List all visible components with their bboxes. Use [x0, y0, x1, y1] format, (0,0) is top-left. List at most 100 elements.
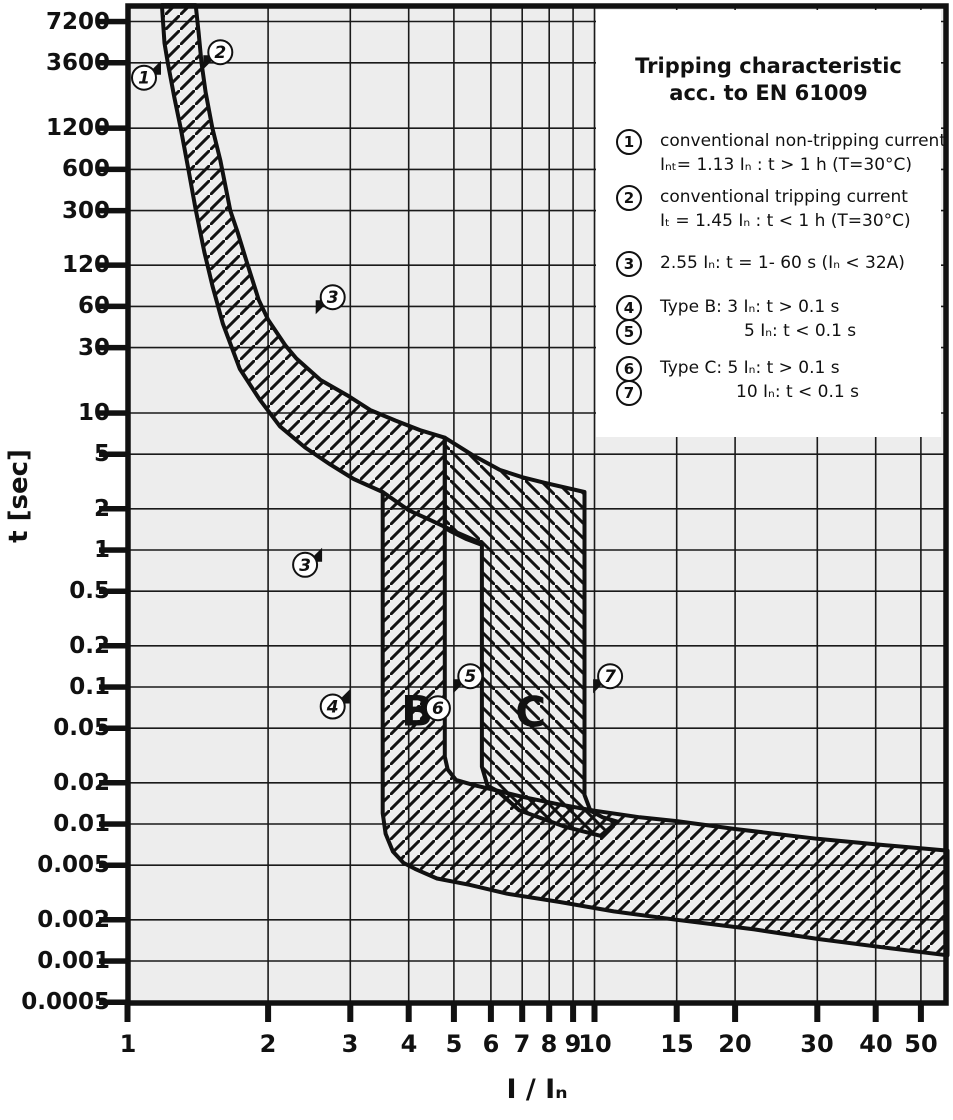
y-axis-tick: [99, 643, 128, 649]
legend-item-4: 4 Type B: 3 Iₙ: t > 0.1 s: [596, 295, 941, 321]
x-axis-tick: [265, 1003, 272, 1022]
y-tick-label-0.2: 0.2: [69, 633, 110, 659]
y-tick-label-30: 30: [77, 335, 110, 361]
region-label-C: C: [515, 688, 546, 737]
legend-item-6-number: 6: [616, 356, 642, 382]
y-axis-tick: [99, 207, 128, 214]
y-tick-label-0.01: 0.01: [53, 811, 110, 837]
y-axis-tick: [99, 166, 128, 173]
y-axis-tick: [99, 862, 128, 868]
y-axis-tick: [99, 18, 128, 25]
x-tick-label-30: 30: [800, 1030, 834, 1058]
curve-marker-3: 3: [315, 284, 346, 315]
y-axis-tick: [99, 917, 128, 923]
legend-item-7: 7 10 Iₙ: t < 0.1 s: [596, 380, 941, 406]
x-axis-tick: [405, 1003, 412, 1022]
curve-marker-4: 4: [319, 689, 350, 720]
y-axis-tick: [99, 506, 128, 512]
y-tick-label-3600: 3600: [45, 50, 110, 76]
y-axis-tick: [99, 821, 128, 827]
legend-item-3-number: 3: [616, 251, 642, 277]
curve-marker-7: 7: [593, 663, 624, 694]
y-tick-label-600: 600: [61, 156, 110, 182]
legend-item-5-text: 5 Iₙ: t < 0.1 s: [744, 321, 857, 341]
svg-text:7: 7: [604, 667, 616, 687]
curve-marker-5: 5: [453, 663, 484, 694]
x-axis-tick: [917, 1003, 924, 1022]
legend-item-1-text: conventional non-tripping current Iₙₜ= 1.…: [660, 131, 946, 175]
x-axis-tick: [732, 1003, 739, 1022]
y-tick-label-120: 120: [61, 252, 110, 278]
svg-text:4: 4: [326, 698, 339, 718]
x-axis-tick: [347, 1003, 354, 1022]
y-tick-label-7200: 7200: [45, 9, 110, 35]
x-tick-label-2: 2: [259, 1030, 277, 1058]
x-tick-label-20: 20: [718, 1030, 752, 1058]
x-tick-label-8: 8: [540, 1030, 558, 1058]
x-axis-tick: [570, 1003, 577, 1022]
legend-box: Tripping characteristic acc. to EN 61009…: [596, 10, 946, 437]
svg-text:6: 6: [432, 699, 444, 719]
x-axis-tick: [450, 1003, 457, 1022]
y-axis-tick: [99, 262, 128, 268]
x-tick-label-40: 40: [859, 1030, 893, 1058]
y-tick-label-0.0005: 0.0005: [21, 989, 110, 1015]
y-tick-label-10: 10: [77, 400, 110, 426]
legend-title-line2: acc. to EN 61009: [669, 81, 868, 105]
svg-text:5: 5: [464, 667, 476, 687]
legend-item-7-text: 10 Iₙ: t < 0.1 s: [736, 382, 859, 402]
legend-item-2-number: 2: [616, 185, 642, 211]
x-axis-tick: [673, 1003, 680, 1022]
y-axis-tick: [99, 999, 128, 1005]
svg-text:3: 3: [299, 556, 311, 576]
legend-item-2-text: conventional tripping current Iₜ = 1.45 I…: [660, 187, 911, 231]
y-tick-label-300: 300: [61, 198, 110, 224]
x-axis-title: I / Iₙ: [506, 1074, 568, 1105]
curve-marker-1: 1: [131, 60, 161, 91]
x-axis-tick: [124, 1003, 131, 1022]
x-tick-label-5: 5: [445, 1030, 463, 1058]
y-axis-tick: [99, 547, 128, 553]
y-tick-label-1: 1: [93, 537, 110, 563]
x-tick-label-10: 10: [578, 1030, 612, 1058]
x-tick-label-6: 6: [482, 1030, 500, 1058]
y-tick-label-1200: 1200: [45, 115, 110, 141]
legend-item-6: 6 Type C: 5 Iₙ: t > 0.1 s: [596, 356, 941, 382]
x-axis-tick: [519, 1003, 526, 1022]
y-axis-title: t [sec]: [4, 449, 34, 543]
y-tick-label-0.002: 0.002: [37, 907, 110, 933]
y-tick-label-0.001: 0.001: [37, 948, 110, 974]
curve-marker-2: 2: [203, 39, 234, 70]
svg-text:2: 2: [214, 43, 226, 63]
legend-item-6-text: Type C: 5 Iₙ: t > 0.1 s: [660, 358, 840, 378]
band-thermal-and-type-B: [159, 3, 950, 958]
svg-text:3: 3: [327, 288, 339, 308]
legend-item-5: 5 5 Iₙ: t < 0.1 s: [596, 319, 941, 345]
y-axis-tick: [99, 344, 128, 351]
x-axis-tick: [872, 1003, 879, 1022]
curve-marker-6: 6: [424, 695, 451, 722]
legend-item-1: 1 conventional non-tripping current Iₙₜ= …: [596, 129, 946, 175]
y-axis-tick: [99, 410, 128, 416]
plot-border: [125, 3, 949, 1006]
y-axis-tick: [99, 725, 128, 731]
y-tick-label-0.05: 0.05: [53, 715, 110, 741]
y-tick-label-0.1: 0.1: [69, 674, 110, 700]
y-axis-tick: [99, 588, 128, 594]
y-tick-label-5: 5: [93, 441, 110, 467]
y-axis-tick: [99, 780, 128, 786]
y-axis-tick: [99, 451, 128, 457]
y-axis-tick: [99, 684, 128, 690]
y-tick-label-2: 2: [93, 496, 110, 522]
x-axis-tick: [546, 1003, 553, 1022]
svg-text:1: 1: [138, 69, 150, 89]
y-tick-label-0.005: 0.005: [37, 852, 110, 878]
legend-item-4-text: Type B: 3 Iₙ: t > 0.1 s: [660, 297, 840, 317]
x-tick-label-15: 15: [660, 1030, 694, 1058]
y-tick-label-0.02: 0.02: [53, 770, 110, 796]
x-tick-label-9: 9: [564, 1030, 582, 1058]
legend-item-2: 2 conventional tripping current Iₜ = 1.45…: [596, 185, 941, 231]
legend-item-3: 3 2.55 Iₙ: t = 1- 60 s (Iₙ < 32A): [596, 251, 941, 277]
x-tick-label-3: 3: [341, 1030, 359, 1058]
